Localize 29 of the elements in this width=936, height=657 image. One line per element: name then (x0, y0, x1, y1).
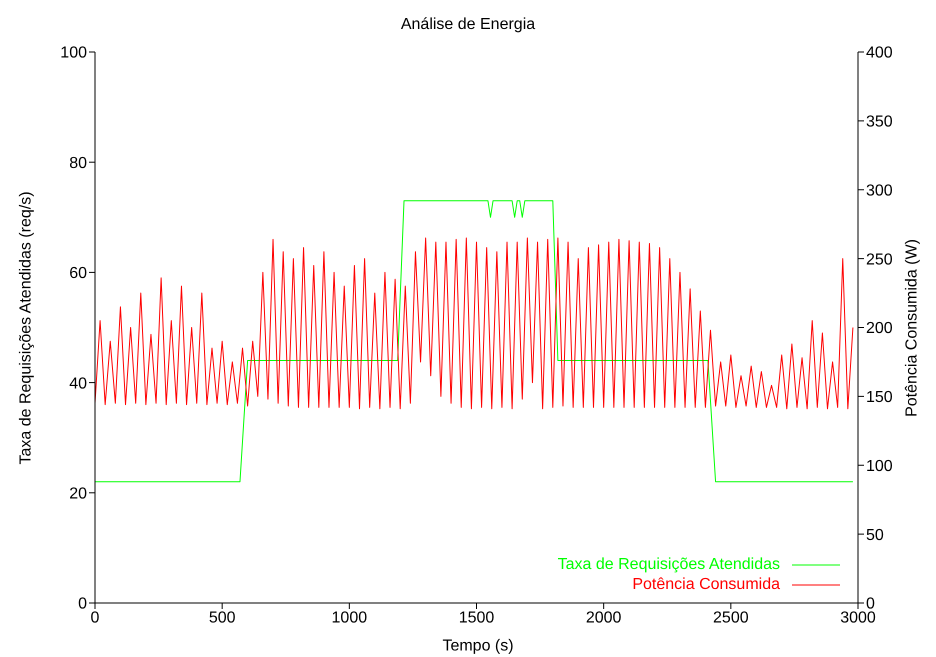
legend-label: Taxa de Requisições Atendidas (558, 556, 780, 574)
y2-axis-title: Potência Consumida (W) (904, 239, 920, 417)
y-axis-title: Taxa de Requisições Atendidas (req/s) (18, 191, 34, 465)
y2-tick-label: 150 (866, 389, 893, 406)
y-tick-label: 80 (69, 154, 88, 172)
x-tick-label: 3000 (840, 609, 876, 626)
x-tick-label: 500 (208, 609, 236, 626)
x-tick-label: 1500 (458, 609, 494, 626)
y-tick-label: 60 (69, 265, 88, 282)
line-series (95, 200, 854, 482)
y2-tick-label: 300 (866, 182, 893, 200)
y-tick-label: 100 (60, 44, 88, 62)
y2-tick-label: 250 (866, 251, 893, 268)
y2-tick-label: 200 (866, 320, 893, 338)
y2-tick-label: 50 (866, 526, 884, 544)
x-tick-label: 1000 (332, 609, 368, 626)
y-tick-label: 0 (78, 596, 88, 613)
y2-tick-label: 100 (866, 458, 893, 475)
x-tick-label: 0 (90, 609, 100, 626)
y-tick-label: 40 (69, 375, 88, 392)
chart-title: Análise de Energia (400, 16, 536, 34)
y2-tick-label: 350 (866, 114, 893, 131)
legend-label: Potência Consumida (632, 576, 780, 594)
x-tick-label: 2000 (586, 609, 622, 626)
x-axis-title: Tempo (s) (442, 638, 514, 654)
y2-tick-label: 400 (866, 44, 893, 62)
line-series (95, 237, 854, 410)
y-tick-label: 20 (69, 485, 88, 502)
x-tick-label: 2500 (713, 609, 749, 626)
